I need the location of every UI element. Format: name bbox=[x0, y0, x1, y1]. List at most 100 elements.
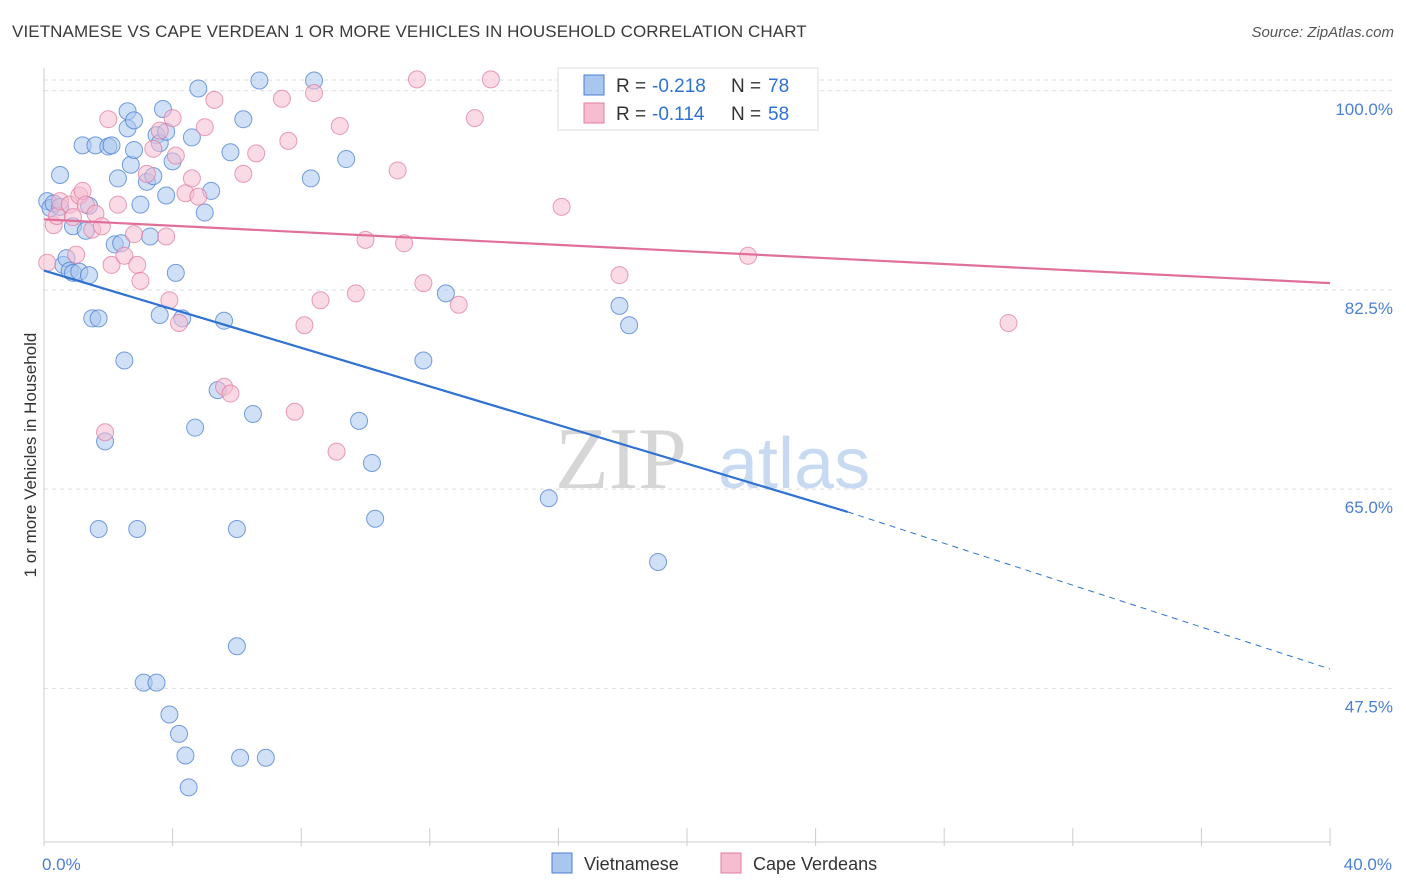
vietnamese-point-26 bbox=[121, 155, 140, 174]
chart-title: VIETNAMESE VS CAPE VERDEAN 1 OR MORE VEH… bbox=[12, 22, 807, 41]
cape-verdean-point-22 bbox=[144, 139, 163, 158]
y-tick-label-0: 47.5% bbox=[1345, 697, 1393, 716]
legend-r-value-2: -0.114 bbox=[652, 104, 705, 125]
vietnamese-point-48 bbox=[186, 418, 205, 437]
watermark-zip: ZIP bbox=[555, 411, 687, 508]
cape-verdean-point-42 bbox=[305, 84, 324, 103]
cape-verdean-point-15 bbox=[102, 255, 121, 274]
vietnamese-point-69 bbox=[436, 284, 455, 303]
vietnamese-point-23 bbox=[115, 351, 134, 370]
source-label: Source: ZipAtlas.com bbox=[1251, 24, 1394, 41]
vietnamese-point-39 bbox=[157, 186, 176, 205]
cape-verdean-point-18 bbox=[125, 225, 144, 244]
vietnamese-point-43 bbox=[170, 724, 189, 743]
vietnamese-point-42 bbox=[166, 263, 185, 282]
cape-verdean-point-16 bbox=[108, 195, 127, 214]
cape-verdean-point-43 bbox=[311, 291, 330, 310]
vietnamese-point-28 bbox=[128, 519, 147, 538]
vietnamese-point-32 bbox=[141, 227, 160, 246]
cape-verdean-point-41 bbox=[295, 316, 314, 335]
cape-verdean-point-35 bbox=[221, 384, 240, 403]
vietnamese-point-47 bbox=[182, 128, 201, 147]
cape-verdean-point-27 bbox=[166, 146, 185, 165]
vietnamese-point-21 bbox=[108, 169, 127, 188]
cape-verdean-point-49 bbox=[395, 234, 414, 253]
cape-verdean-point-23 bbox=[150, 121, 169, 140]
cape-verdean-point-52 bbox=[449, 295, 468, 314]
cape-verdean-point-33 bbox=[205, 90, 224, 109]
cape-verdean-point-0 bbox=[38, 253, 57, 272]
cape-verdean-point-56 bbox=[610, 266, 629, 285]
vietnamese-point-46 bbox=[179, 778, 198, 797]
cape-verdean-point-57 bbox=[739, 246, 758, 265]
x-tick-label-0: 0.0% bbox=[42, 855, 81, 874]
cape-verdean-point-46 bbox=[346, 284, 365, 303]
vietnamese-point-60 bbox=[250, 71, 269, 90]
cape-verdean-point-37 bbox=[247, 144, 266, 163]
watermark-atlas: atlas bbox=[718, 424, 870, 504]
vietnamese-point-64 bbox=[337, 150, 356, 169]
bottom-legend-swatch-cape bbox=[720, 852, 742, 874]
cape-verdean-point-36 bbox=[234, 164, 253, 183]
y-tick-label-2: 82.5% bbox=[1345, 299, 1393, 318]
legend-n-value-1: 78 bbox=[768, 76, 789, 97]
vietnamese-point-40 bbox=[160, 705, 179, 724]
points-layer bbox=[38, 70, 1018, 797]
legend-swatch-vietnamese bbox=[583, 74, 605, 96]
vietnamese-point-54 bbox=[221, 143, 240, 162]
vietnamese-point-57 bbox=[231, 748, 250, 767]
vietnamese-point-77 bbox=[150, 305, 169, 324]
vietnamese-point-76 bbox=[125, 111, 144, 130]
cape-verdean-point-5 bbox=[63, 208, 82, 227]
vietnamese-point-15 bbox=[89, 309, 108, 328]
vietnamese-point-62 bbox=[301, 169, 320, 188]
y-tick-label-1: 65.0% bbox=[1345, 498, 1393, 517]
cape-verdean-point-44 bbox=[327, 442, 346, 461]
bottom-legend-swatch-vietnamese bbox=[551, 852, 573, 874]
bottom-legend-label-cape: Cape Verdeans bbox=[753, 854, 877, 874]
legend-r-label-1: R = bbox=[616, 76, 646, 97]
cape-verdean-point-51 bbox=[414, 274, 433, 293]
legend-swatch-cape bbox=[583, 102, 605, 124]
cape-verdean-point-38 bbox=[272, 89, 291, 108]
cape-verdean-point-20 bbox=[131, 271, 150, 290]
cape-verdean-point-58 bbox=[999, 313, 1018, 332]
vietnamese-point-34 bbox=[147, 673, 166, 692]
x-tick-label-1: 40.0% bbox=[1344, 855, 1392, 874]
legend-n-label-1: N = bbox=[731, 76, 761, 97]
cape-verdean-point-54 bbox=[481, 70, 500, 89]
cape-verdean-point-21 bbox=[137, 164, 156, 183]
legend-n-label-2: N = bbox=[731, 104, 761, 125]
cape-verdean-point-55 bbox=[552, 197, 571, 216]
legend-r-label-2: R = bbox=[616, 104, 646, 125]
legend-box: R = -0.218 N = 78 R = -0.114 N = 58 bbox=[557, 67, 819, 131]
cape-verdean-point-32 bbox=[195, 118, 214, 137]
cape-verdean-point-6 bbox=[67, 245, 86, 264]
vietnamese-point-49 bbox=[189, 79, 208, 98]
watermark: ZIP atlas bbox=[555, 411, 870, 508]
cape-verdean-point-53 bbox=[465, 109, 484, 128]
cape-verdean-point-45 bbox=[330, 117, 349, 136]
vietnamese-point-27 bbox=[125, 140, 144, 159]
vietnamese-point-59 bbox=[243, 405, 262, 424]
vietnamese-point-17 bbox=[89, 519, 108, 538]
vietnamese-point-19 bbox=[102, 136, 121, 155]
cape-verdean-point-30 bbox=[182, 169, 201, 188]
vietnamese-point-71 bbox=[610, 296, 629, 315]
vietnamese-point-58 bbox=[234, 110, 253, 129]
legend-n-value-2: 58 bbox=[768, 104, 789, 125]
vietnamese-point-12 bbox=[80, 266, 99, 285]
vietnamese-point-65 bbox=[350, 411, 369, 430]
bottom-legend-label-vietnamese: Vietnamese bbox=[584, 854, 679, 874]
cape-verdean-point-48 bbox=[388, 161, 407, 180]
vietnamese-point-61 bbox=[256, 748, 275, 767]
bottom-legend: Vietnamese Cape Verdeans bbox=[551, 852, 877, 874]
legend-r-value-1: -0.218 bbox=[652, 76, 706, 97]
cape-verdean-point-12 bbox=[92, 217, 111, 236]
cape-verdean-point-13 bbox=[96, 423, 115, 442]
vietnamese-point-29 bbox=[131, 195, 150, 214]
cape-verdean-point-17 bbox=[115, 246, 134, 265]
cape-verdean-point-26 bbox=[163, 109, 182, 128]
vietnamese-point-72 bbox=[620, 316, 639, 335]
